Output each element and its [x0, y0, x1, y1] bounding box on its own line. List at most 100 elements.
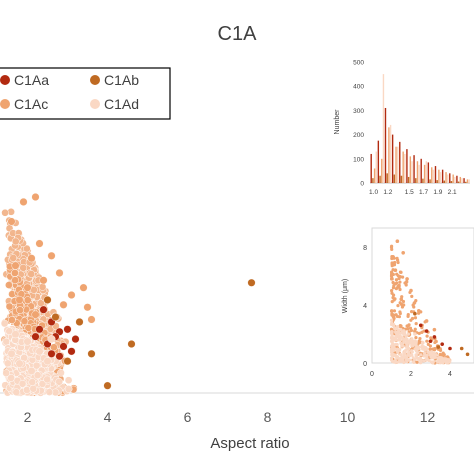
inset-cloud-point — [391, 280, 395, 285]
histogram-x-tick-label: 1.9 — [433, 189, 442, 196]
inset-cloud-point — [392, 309, 397, 313]
scatter-cloud-point — [5, 281, 13, 289]
inset-cloud-point — [404, 355, 409, 359]
inset-cloud-point — [390, 348, 394, 353]
inset-cloud-point — [390, 338, 394, 343]
inset-cloud-point — [390, 333, 394, 337]
scatter-cloud-point — [32, 361, 41, 370]
scatter-point-c1ac — [7, 217, 16, 226]
legend-label-c1ab: C1Ab — [104, 72, 139, 88]
legend-label-c1ad: C1Ad — [104, 96, 139, 112]
scatter-point-c1ab — [43, 295, 52, 304]
x-tick-label: 2 — [24, 409, 32, 425]
histogram-bar-c1ad — [404, 153, 406, 183]
inset-cloud-point — [425, 339, 429, 343]
inset-cloud-point — [389, 272, 394, 277]
histogram-y-axis-label: Number — [334, 109, 341, 135]
histogram-bar-c1ac — [381, 158, 383, 183]
scatter-cloud-point — [20, 317, 29, 325]
inset-cloud-point — [389, 344, 394, 348]
scatter-cloud-point — [55, 377, 64, 386]
histogram-bar-c1ab — [429, 179, 431, 183]
histogram-bar-c1ac — [431, 167, 433, 183]
histogram-bar-c1ad — [389, 124, 392, 183]
scatter-cloud-point — [57, 368, 65, 377]
inset-cloud-point — [432, 348, 437, 352]
inset-cloud-point — [446, 358, 450, 362]
scatter-cloud-point — [1, 208, 9, 217]
histogram-bar-c1aa — [434, 166, 437, 183]
histogram-x-tick-label: 1.5 — [405, 189, 414, 196]
x-axis-label: Aspect ratio — [210, 435, 289, 452]
inset-cloud-point — [389, 245, 394, 249]
legend-marker-c1ad — [90, 99, 100, 109]
scatter-point-c1ac — [79, 283, 88, 292]
inset-cloud-point — [420, 330, 424, 334]
inset-cloud-point — [393, 359, 397, 363]
inset-cloud-point — [440, 357, 444, 361]
histogram-bar-c1aa — [456, 175, 458, 183]
histogram-bar-c1ac — [452, 174, 454, 183]
inset-cloud-point — [410, 294, 414, 298]
inset-cloud-point — [412, 360, 416, 364]
x-tick-label: 4 — [104, 409, 112, 425]
histogram-bar-c1aa — [391, 134, 394, 183]
scatter-cloud-point — [43, 375, 52, 384]
inset-cloud-point — [430, 350, 434, 354]
x-tick-label: 12 — [420, 409, 436, 425]
inset-cloud-point — [425, 353, 429, 358]
histogram-bar-c1ac — [438, 169, 440, 183]
scatter-point-c1ab — [87, 349, 96, 358]
histogram-bar-c1ab — [379, 175, 381, 183]
inset-cloud-point — [396, 304, 400, 308]
inset-cloud-point — [401, 330, 405, 334]
histogram-bar-c1ad — [439, 172, 442, 183]
scatter-cloud-point — [38, 379, 47, 388]
histogram-bar-c1ad — [411, 161, 413, 183]
inset-y-tick-label: 0 — [363, 361, 367, 368]
legend-marker-c1aa — [0, 75, 10, 85]
inset-cloud-point — [394, 330, 398, 334]
scatter-point-c1aa — [59, 342, 68, 351]
inset-cloud-point — [413, 327, 417, 331]
histogram-bar-c1ab — [450, 181, 453, 183]
histogram-bar-c1ab — [465, 181, 467, 183]
scatter-point-c1aa — [67, 347, 76, 356]
inset-cloud-point — [431, 361, 435, 365]
inset-cloud-point — [402, 353, 406, 357]
histogram-bar-c1ac — [402, 151, 404, 183]
inset-cloud-point — [413, 341, 417, 346]
inset-cloud-point — [406, 346, 411, 350]
histogram-bar-c1aa — [370, 153, 372, 183]
inset-point-c1ac — [405, 277, 409, 281]
scatter-point-c1ab — [75, 317, 84, 326]
inset-cloud-point — [406, 312, 410, 317]
scatter-point-c1aa — [71, 335, 80, 344]
scatter-point-c1ac — [55, 268, 64, 277]
inset-cloud-point — [396, 349, 400, 353]
scatter-point-c1ad — [15, 359, 24, 368]
inset-cloud-point — [416, 311, 421, 315]
inset-y-tick-label: 4 — [363, 303, 367, 310]
scatter-point-c1ac — [15, 295, 24, 304]
inset-point-c1ac — [401, 251, 406, 255]
scatter-point-c1ab — [247, 278, 256, 287]
inset-cloud-point — [419, 353, 423, 357]
inset-cloud-point — [401, 337, 405, 341]
inset-cloud-point — [442, 353, 446, 357]
inset-point-c1ac — [393, 268, 398, 273]
inset-cloud-point — [390, 299, 394, 304]
inset-cloud-point — [407, 341, 411, 345]
scatter-cloud-point — [11, 269, 19, 277]
inset-y-axis-label: Width (μm) — [342, 279, 349, 313]
inset-cloud-point — [390, 312, 394, 316]
inset-point-c1ac — [409, 288, 413, 293]
histogram-y-tick-label: 100 — [353, 156, 364, 163]
histogram-bar-c1ad — [418, 164, 420, 183]
inset-cloud-point — [413, 339, 417, 343]
inset-cloud-point — [395, 256, 399, 260]
inset-cloud-point — [398, 280, 402, 284]
inset-cloud-point — [397, 335, 401, 339]
histogram-bar-c1aa — [413, 155, 415, 183]
histogram-x-tick-label: 1.2 — [383, 189, 392, 196]
